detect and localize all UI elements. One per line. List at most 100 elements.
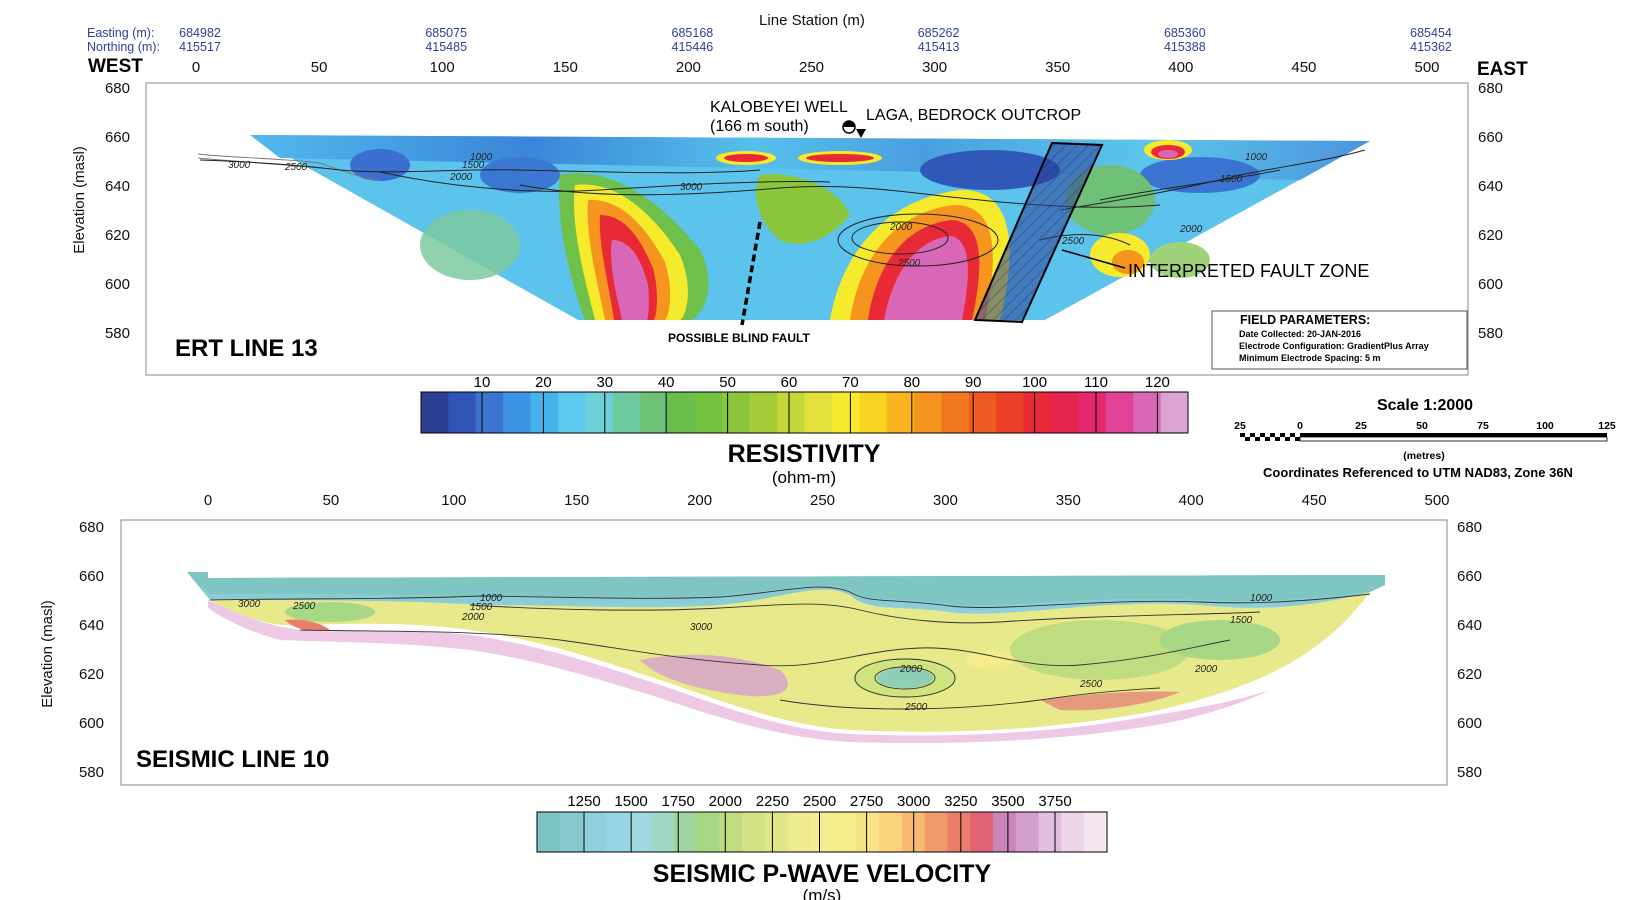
resistivity-color-cell [1078,392,1107,433]
seismic-station-tick: 50 [323,492,340,509]
seismic-station-tick: 400 [1179,492,1204,509]
scale-bar-segment [1285,437,1290,441]
field-parameters-date: Date Collected: 20-JAN-2016 [1239,329,1361,339]
velocity-color-cell [947,812,971,852]
resistivity-color-cells [421,392,1189,433]
resistivity-color-cell [585,392,614,433]
velocity-color-cell [970,812,994,852]
northing-value: 415517 [179,40,221,54]
velocity-color-cell [879,812,903,852]
velocity-color-cell [993,812,1017,852]
velocity-color-cell [1038,812,1062,852]
resistivity-color-cell [612,392,641,433]
northing-value: 415446 [672,40,714,54]
velocity-title: SEISMIC P-WAVE VELOCITY [653,860,992,888]
seismic-elevation-tick: 640 [1457,617,1482,634]
ert-elevation-tick: 680 [1478,80,1503,97]
resistivity-color-cell [421,392,449,433]
east-label: EAST [1477,59,1528,80]
possible-blind-fault-line [740,221,762,326]
easting-value: 685360 [1164,26,1206,40]
resistivity-color-cell [777,392,805,433]
resistivity-color-cell [557,392,586,433]
easting-value: 685168 [672,26,714,40]
scale-unit: (metres) [1403,450,1444,462]
resistivity-color-cell [1023,392,1052,433]
ert-station-tick: 200 [676,59,701,76]
resistivity-color-cell [996,392,1025,433]
resistivity-color-cell [722,392,751,433]
ert-contour-label: 1500 [1220,174,1243,185]
seismic-contour-label: 2500 [1079,679,1103,690]
ert-elevation-tick: 640 [105,178,130,195]
ert-contour-label: 2000 [1179,224,1203,235]
seismic-contour-label: 1500 [470,602,493,613]
velocity-tick-label: 2000 [709,793,742,810]
resistivity-tick-label: 100 [1022,374,1047,391]
resistivity-tick-label: 50 [719,374,736,391]
scale-bar-segment [1265,437,1270,441]
seismic-elevation-ticks-right: 680 660 640 620 600 580 [1457,519,1482,781]
seismic-station-tick: 350 [1056,492,1081,509]
resistivity-tick-label: 80 [903,374,920,391]
scale-bar-segment [1250,433,1255,437]
seismic-contour-label: 3000 [238,599,261,610]
ert-contour-label: 2500 [1061,236,1085,247]
seismic-elevation-tick: 680 [1457,519,1482,536]
resistivity-color-cell [749,392,778,433]
resistivity-color-cell [831,392,860,433]
velocity-color-cell [924,812,948,852]
scale-bar-segment [1270,433,1275,437]
velocity-color-cell [559,812,584,852]
northing-value: 415388 [1164,40,1206,54]
scale-bar-segment [1299,436,1608,442]
seismic-elevation-tick: 680 [79,519,104,536]
ert-contour-label: 1000 [470,152,493,163]
velocity-color-cell [605,812,629,852]
bedrock-outcrop-marker [856,129,866,138]
scale-bar-segment [1300,433,1607,437]
ert-panel: 3000 2500 1000 1500 2000 3000 2000 2500 … [71,12,1528,376]
ert-elevation-tick: 580 [105,325,130,342]
seismic-y-axis-title: Elevation (masl) [39,600,56,708]
ert-elevation-tick: 660 [105,129,130,146]
ert-top-axis-title: Line Station (m) [759,12,865,29]
ert-station-tick: 100 [430,59,455,76]
northing-value: 415362 [1410,40,1452,54]
scale-bar-tick-label: 0 [1297,420,1303,432]
seismic-station-tick: 250 [810,492,835,509]
ert-elevation-tick: 620 [105,227,130,244]
field-parameters-config: Electrode Configuration: GradientPlus Ar… [1239,341,1429,351]
seismic-elevation-ticks-left: 680 660 640 620 600 580 [79,519,104,781]
seismic-panel: 3000 2500 1000 1500 2000 3000 2000 2500 … [39,492,1482,786]
seismic-station-tick: 100 [441,492,466,509]
resistivity-tick-label: 70 [842,374,859,391]
resistivity-tick-label: 20 [535,374,552,391]
northing-label: Northing (m): [87,40,160,54]
scale-bar-tick-label: 100 [1536,420,1554,432]
northing-value: 415485 [425,40,467,54]
resistivity-tick-label: 120 [1145,374,1170,391]
seismic-station-ticks: 0 50 100 150 200 250 300 350 400 450 500 [204,492,1450,509]
resistivity-unit: (ohm-m) [772,468,836,487]
velocity-tick-label: 2750 [850,793,883,810]
resistivity-color-cell [530,392,559,433]
seismic-elevation-tick: 660 [1457,568,1482,585]
resistivity-color-cell [640,392,669,433]
velocity-color-cells [537,812,1108,852]
resistivity-color-cell [1105,392,1134,433]
resistivity-color-cell [1160,392,1189,433]
kalobeyei-well-distance: (166 m south) [710,118,809,135]
velocity-color-scale: 1250 1500 1750 2000 2250 2500 2750 3000 3250 3500… [536,793,1108,900]
kalobeyei-well-label: KALOBEYEI WELL [710,99,848,116]
resistivity-title: RESISTIVITY [728,440,881,468]
velocity-unit: (m/s) [803,886,842,900]
resistivity-color-cell [1051,392,1079,433]
seismic-contour-label: 1500 [1230,615,1253,626]
velocity-tick-label: 3000 [897,793,930,810]
scale-bar-segment [1295,437,1300,441]
resistivity-color-cell [859,392,888,433]
ert-station-tick: 500 [1414,59,1439,76]
